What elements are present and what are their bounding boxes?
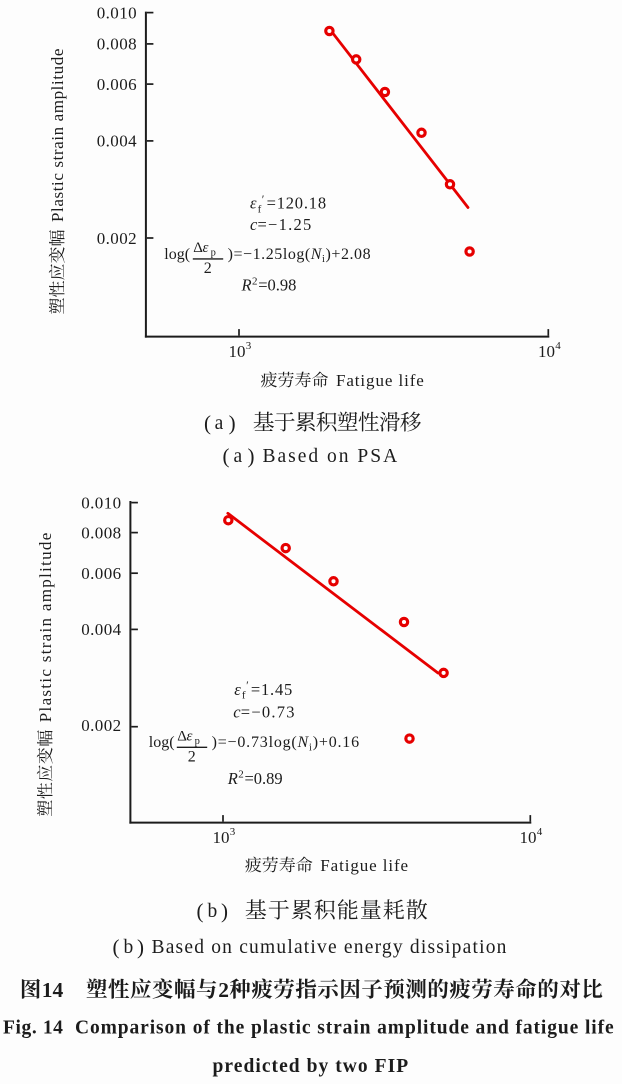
- svg-text:c: c: [250, 215, 258, 234]
- svg-text:c: c: [233, 702, 241, 721]
- svg-text:2: 2: [204, 260, 212, 277]
- svg-text:ε: ε: [250, 194, 257, 213]
- svg-text:4: 4: [555, 340, 561, 352]
- svg-text:): ): [137, 935, 144, 959]
- svg-text:): ): [248, 444, 255, 468]
- svg-text:10: 10: [538, 342, 555, 361]
- svg-text:=0.89: =0.89: [245, 769, 283, 788]
- svg-text:(: (: [197, 899, 204, 923]
- svg-text:ε: ε: [203, 240, 209, 256]
- svg-text:p: p: [195, 736, 200, 747]
- svg-text:2: 2: [238, 769, 244, 781]
- svg-text:0.008: 0.008: [97, 35, 137, 54]
- svg-text:log(: log(: [149, 734, 175, 751]
- svg-text:Plastic strain amplitude: Plastic strain amplitude: [48, 48, 67, 222]
- svg-text:R: R: [241, 276, 252, 295]
- svg-text:3: 3: [230, 826, 236, 838]
- svg-text:=1.45: =1.45: [251, 680, 293, 699]
- svg-text:b: b: [208, 901, 218, 922]
- svg-text:0.006: 0.006: [81, 564, 121, 583]
- svg-text:(: (: [113, 935, 120, 959]
- svg-text:Plastic strain amplitude: Plastic strain amplitude: [36, 531, 55, 722]
- svg-text:Δ: Δ: [193, 240, 203, 256]
- svg-text:=−1.25: =−1.25: [258, 215, 313, 234]
- svg-text:14: 14: [42, 978, 64, 1002]
- svg-text:Based on cumulative energy dis: Based on cumulative energy dissipation: [152, 937, 508, 958]
- svg-text:0.008: 0.008: [81, 523, 121, 542]
- svg-text:): ): [221, 899, 228, 923]
- svg-text:2: 2: [218, 978, 229, 1002]
- svg-text:ε: ε: [187, 729, 193, 745]
- svg-text:2: 2: [252, 275, 258, 287]
- svg-text:=−0.73: =−0.73: [241, 702, 296, 721]
- svg-text:0.002: 0.002: [81, 716, 121, 735]
- svg-text:0.004: 0.004: [81, 620, 121, 639]
- svg-text:): ): [229, 411, 236, 435]
- svg-text:a: a: [215, 413, 224, 434]
- svg-text:f: f: [258, 203, 262, 215]
- svg-text:0.002: 0.002: [97, 229, 137, 248]
- svg-text:Fig. 14: Fig. 14: [3, 1018, 64, 1039]
- svg-text:Δ: Δ: [177, 729, 187, 745]
- svg-text:ε: ε: [234, 680, 241, 699]
- svg-text:Comparison of the plastic stra: Comparison of the plastic strain amplitu…: [75, 1018, 615, 1039]
- svg-text:10: 10: [520, 828, 537, 847]
- svg-text:=120.18: =120.18: [267, 194, 327, 213]
- svg-text:(: (: [204, 411, 211, 435]
- svg-text:Fatigue life: Fatigue life: [336, 371, 425, 390]
- svg-text:p: p: [211, 248, 216, 259]
- svg-text:Based on PSA: Based on PSA: [263, 446, 400, 467]
- svg-text:R: R: [227, 769, 238, 788]
- svg-text:a: a: [234, 446, 243, 467]
- svg-text:4: 4: [537, 826, 543, 838]
- svg-text:2: 2: [188, 749, 196, 766]
- svg-text:0.004: 0.004: [97, 132, 137, 151]
- svg-text:=0.98: =0.98: [258, 276, 296, 295]
- svg-text:(: (: [223, 444, 230, 468]
- svg-text:0.010: 0.010: [97, 3, 137, 22]
- svg-text:f: f: [242, 690, 246, 702]
- svg-text:Fatigue life: Fatigue life: [320, 856, 409, 875]
- svg-text:predicted by two FIP: predicted by two FIP: [213, 1056, 410, 1077]
- svg-text:log(: log(: [164, 246, 190, 263]
- svg-text:)=−0.73log(Ni)+0.16: )=−0.73log(Ni)+0.16: [212, 734, 360, 753]
- svg-text:10: 10: [229, 342, 246, 361]
- svg-text:′: ′: [246, 678, 249, 692]
- svg-text:′: ′: [262, 192, 265, 206]
- svg-text:)=−1.25log(Ni)+2.08: )=−1.25log(Ni)+2.08: [228, 246, 372, 265]
- svg-text:10: 10: [213, 828, 230, 847]
- svg-text:0.010: 0.010: [81, 493, 121, 512]
- svg-text:0.006: 0.006: [97, 75, 137, 94]
- svg-text:b: b: [124, 937, 134, 958]
- svg-text:3: 3: [246, 340, 252, 352]
